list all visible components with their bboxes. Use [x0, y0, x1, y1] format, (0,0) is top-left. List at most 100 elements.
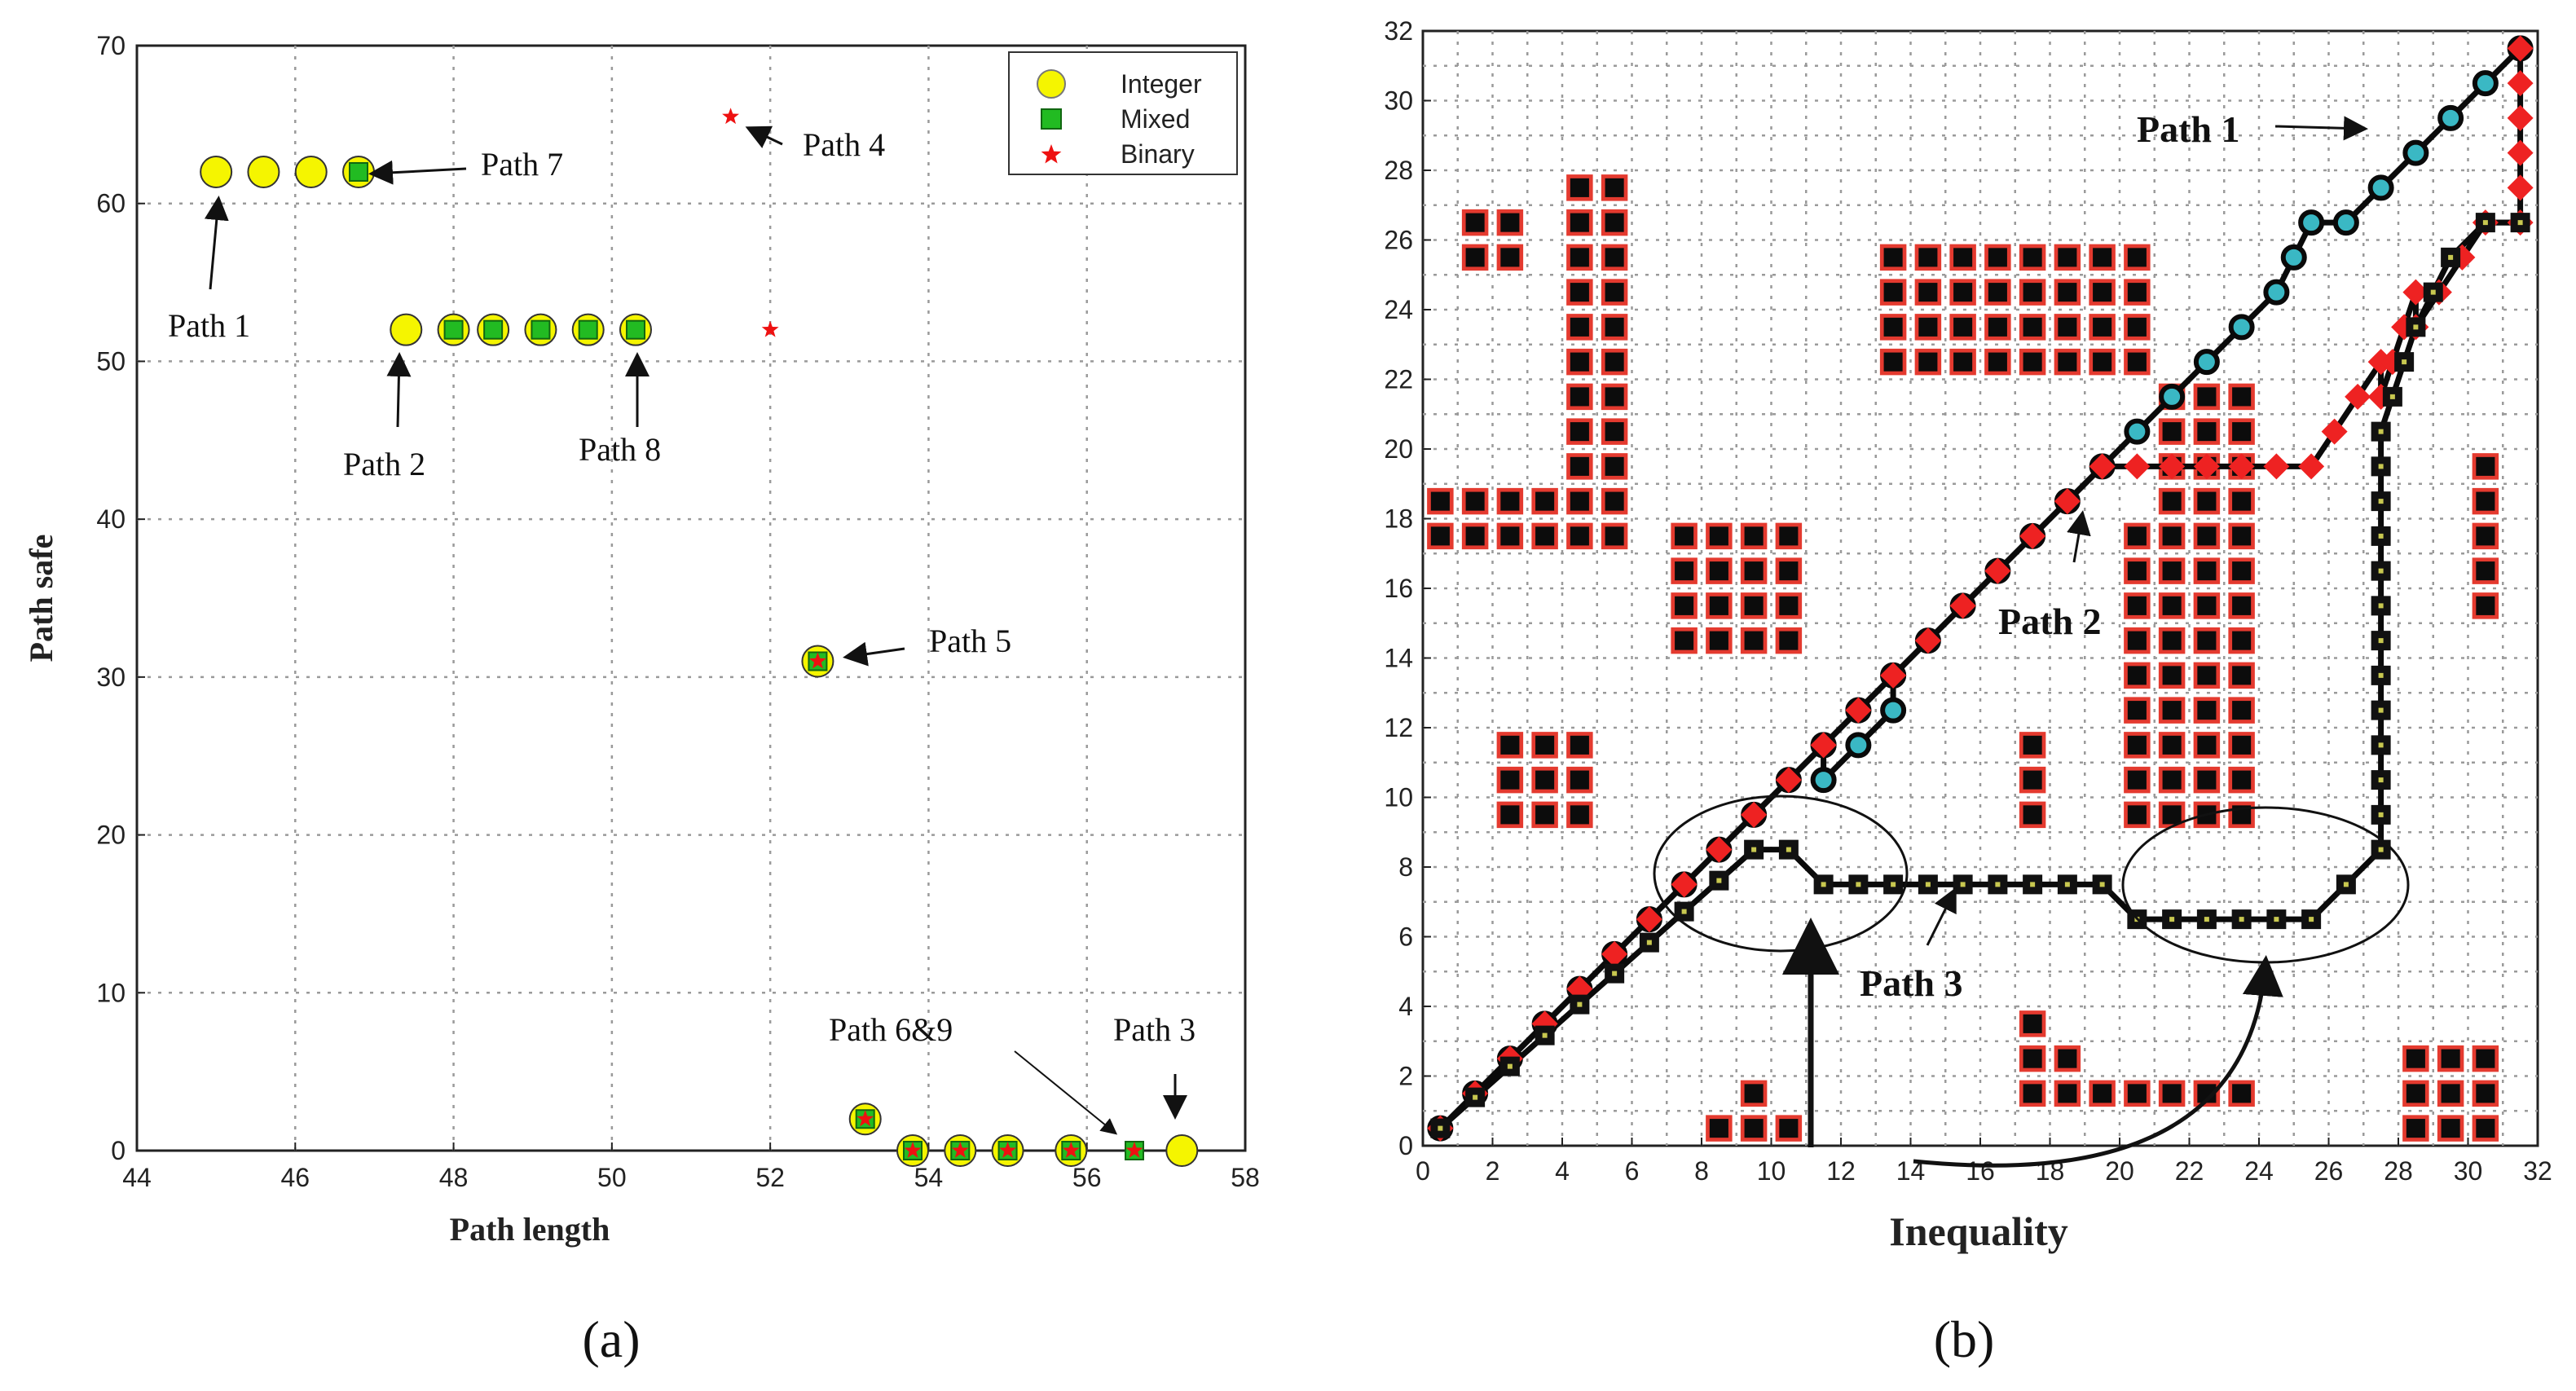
obstacle-cell: [1675, 561, 1694, 581]
path3-marker-dot: [2169, 917, 2175, 922]
obstacle-cell: [2127, 770, 2147, 790]
path3-marker-dot: [2517, 220, 2523, 226]
path3-marker-dot: [1925, 882, 1931, 887]
obstacle-cell: [2093, 317, 2112, 337]
path3-marker-dot: [2389, 394, 2395, 399]
panel-a-xtick-label: 54: [914, 1163, 944, 1192]
panel-a-marks: [200, 108, 1199, 1167]
path2-marker: [2159, 453, 2186, 480]
panel-b-ytick-label: 24: [1384, 295, 1413, 324]
panel-b-obstacles: [1427, 174, 2499, 1142]
mixed-point: [349, 161, 368, 182]
obstacle-cell: [2232, 526, 2252, 546]
path3-marker-dot: [2378, 742, 2384, 748]
panel-b-xtick-label: 6: [1625, 1156, 1640, 1186]
path2-marker: [2298, 453, 2325, 480]
obstacle-cell: [2127, 1084, 2147, 1103]
arrow-path4: [745, 125, 783, 148]
panel-b-xtick-label: 20: [2105, 1156, 2134, 1186]
obstacle-cell: [1500, 805, 1520, 825]
path3-marker-dot: [2448, 254, 2454, 260]
path2-marker: [2507, 174, 2534, 201]
obstacle-cell: [2058, 1084, 2077, 1103]
path3-marker-dot: [1646, 940, 1652, 945]
path2-marker: [1636, 906, 1662, 933]
arrow-b-path3: [1926, 887, 1957, 946]
arrow-path1: [204, 196, 229, 290]
mixed-point: [483, 319, 504, 340]
path3-marker-dot: [1856, 882, 1861, 887]
obstacle-cell: [1744, 526, 1764, 546]
panel-a-xlabel: Path length: [450, 1211, 610, 1248]
obstacle-cell: [1500, 526, 1520, 546]
obstacle-cell: [1465, 526, 1485, 546]
obstacle-cell: [1465, 491, 1485, 511]
obstacle-cell: [2441, 1049, 2460, 1068]
obstacle-cell: [2023, 770, 2042, 790]
panel-a-ytick-label: 30: [96, 662, 125, 692]
obstacle-cell: [2127, 561, 2147, 581]
path2-marker: [1845, 697, 1872, 724]
obstacle-cell: [1675, 631, 1694, 650]
path3-marker-dot: [2309, 917, 2314, 922]
obstacle-cell: [2023, 352, 2042, 372]
obstacle-cell: [1535, 735, 1555, 755]
obstacle-cell: [2197, 491, 2217, 511]
panel-a-legend: Integer Mixed Binary: [1008, 51, 1238, 175]
obstacle-cell: [2197, 631, 2217, 650]
path1-marker: [2159, 383, 2186, 410]
obstacle-cell: [2197, 735, 2217, 755]
obstacle-cell: [2197, 526, 2217, 546]
path2-marker: [1741, 801, 1768, 828]
obstacle-cell: [2476, 491, 2495, 511]
obstacle-cell: [2023, 805, 2042, 825]
panel-b-ytick-label: 30: [1384, 86, 1413, 116]
panel-b-xlabel: Inequality: [1889, 1208, 2068, 1254]
path3-marker-dot: [1438, 1125, 1443, 1131]
annotation-b-path2: Path 2: [1998, 601, 2102, 642]
obstacle-cell: [2476, 1119, 2495, 1138]
obstacle-cell: [1953, 352, 1973, 372]
panel-b-xtick-label: 10: [1757, 1156, 1786, 1186]
path3-marker-dot: [1473, 1094, 1478, 1100]
obstacle-cell: [1883, 248, 1903, 267]
mixed-point: [443, 319, 464, 340]
path3-marker-dot: [2204, 917, 2209, 922]
path1-marker: [2332, 209, 2359, 236]
obstacle-cell: [2232, 666, 2252, 685]
path3-marker-dot: [2378, 499, 2384, 504]
annotation-b-path1: Path 1: [2137, 108, 2240, 150]
obstacle-cell: [1430, 491, 1450, 511]
obstacle-cell: [2406, 1049, 2425, 1068]
path1-marker: [1845, 732, 1872, 759]
panel-b-xtick-label: 32: [2523, 1156, 2552, 1186]
obstacle-cell: [1605, 352, 1624, 372]
panel-b-ytick-label: 28: [1384, 156, 1413, 185]
obstacle-cell: [1570, 317, 1589, 337]
obstacle-cell: [2476, 1049, 2495, 1068]
obstacle-cell: [1605, 491, 1624, 511]
panel-b-ytick-label: 8: [1398, 852, 1413, 882]
panel-b-ytick-label: 20: [1384, 434, 1413, 464]
legend-integer-marker: [1037, 69, 1066, 99]
path1-marker: [1810, 767, 1837, 794]
panel-b-xtick-label: 8: [1694, 1156, 1709, 1186]
obstacle-cell: [2406, 1119, 2425, 1138]
path1-marker: [2402, 139, 2429, 166]
obstacle-cell: [1570, 178, 1589, 197]
annotation-path4: Path 4: [803, 126, 885, 163]
obstacle-cell: [2232, 631, 2252, 650]
obstacle-cell: [1988, 352, 2007, 372]
obstacle-cell: [2023, 283, 2042, 302]
path1-marker: [2263, 279, 2290, 306]
path3-marker-dot: [2378, 568, 2384, 574]
panel-b-ytick-label: 18: [1384, 504, 1413, 534]
obstacle-cell: [1605, 526, 1624, 546]
obstacle-cell: [1570, 456, 1589, 476]
obstacle-cell: [2127, 283, 2147, 302]
path1-marker: [2367, 174, 2394, 201]
obstacle-cell: [2232, 735, 2252, 755]
annotation-path6-9: Path 6&9: [829, 1011, 953, 1048]
path3-marker-dot: [1577, 1001, 1583, 1007]
panel-a-chart: 44 46 48 50 52 54 56 58 0 10 20 30 40 50 60 70 Path len…: [23, 31, 1260, 1368]
